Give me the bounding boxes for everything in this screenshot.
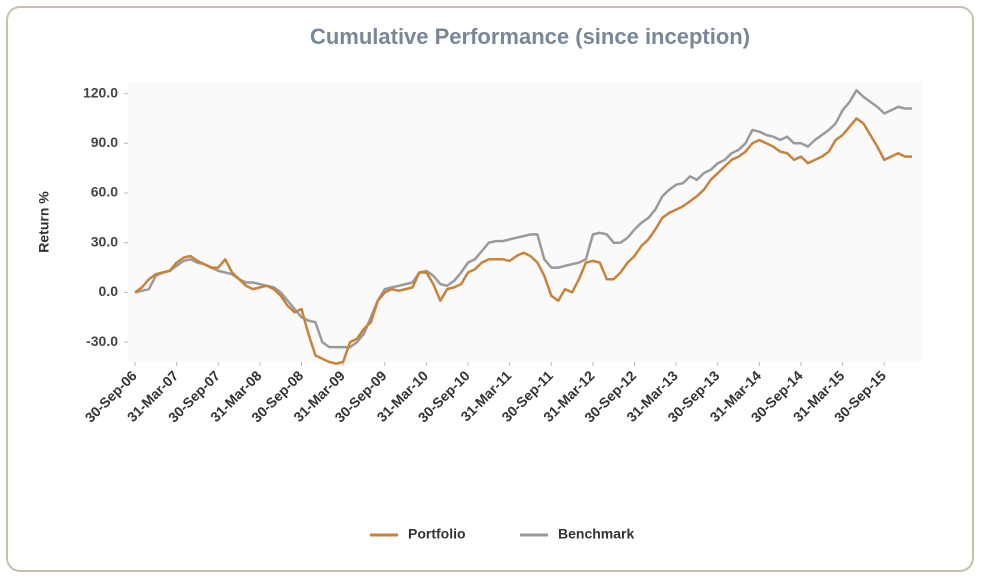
y-tick-label: 0.0: [99, 283, 119, 299]
legend-label: Benchmark: [558, 526, 634, 542]
chart-title: Cumulative Performance (since inception): [310, 24, 750, 49]
legend-label: Portfolio: [408, 526, 466, 542]
y-tick-label: 30.0: [91, 233, 118, 249]
y-tick-label: 120.0: [83, 84, 118, 100]
card: [6, 6, 974, 572]
y-tick-label: -30.0: [86, 333, 118, 349]
y-tick-label: 90.0: [91, 134, 118, 150]
plot-area: [128, 82, 922, 362]
series-line: [134, 117, 912, 365]
y-axis-label: Return %: [36, 191, 52, 253]
y-tick-label: 60.0: [91, 184, 118, 200]
